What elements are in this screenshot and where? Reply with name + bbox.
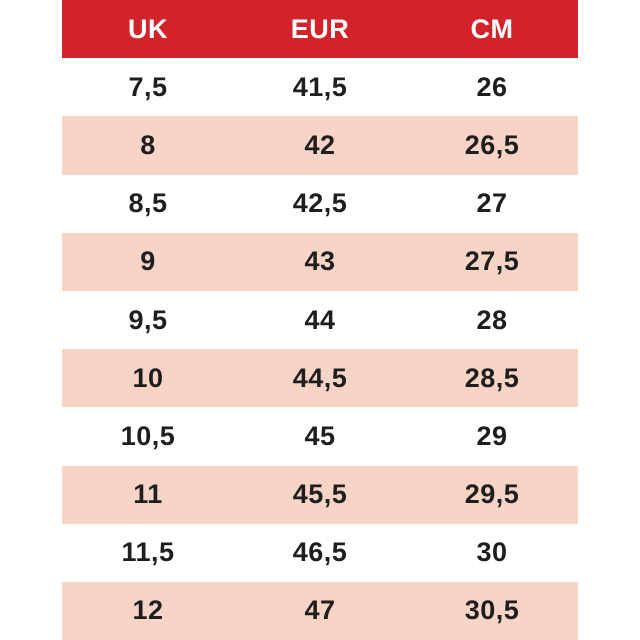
- cell-eur: 46,5: [292, 537, 348, 568]
- cell-eur: 47: [304, 595, 336, 626]
- cell-cm: 29,5: [464, 479, 520, 510]
- cell-eur: 42,5: [292, 188, 348, 219]
- cell-eur: 42: [304, 129, 336, 160]
- table-row: 9 43 27,5: [62, 232, 578, 291]
- cell-uk: 8: [140, 129, 156, 160]
- cell-uk: 9: [140, 246, 156, 277]
- cell-eur: 43: [304, 246, 336, 277]
- cell-uk: 10: [132, 362, 164, 393]
- header-cell-eur: EUR: [290, 13, 350, 44]
- cell-cm: 26,5: [464, 129, 520, 160]
- cell-uk: 10,5: [120, 420, 176, 451]
- header-cell-cm: CM: [470, 13, 514, 44]
- table-row: 12 47 30,5: [62, 581, 578, 640]
- table-row: 10 44,5 28,5: [62, 349, 578, 408]
- cell-eur: 45: [304, 420, 336, 451]
- cell-cm: 28,5: [464, 362, 520, 393]
- cell-cm: 28: [476, 304, 508, 335]
- cell-cm: 27,5: [464, 246, 520, 277]
- table-row: 8,5 42,5 27: [62, 175, 578, 233]
- cell-uk: 9,5: [128, 304, 168, 335]
- cell-cm: 29: [476, 420, 508, 451]
- cell-uk: 7,5: [128, 71, 168, 102]
- size-conversion-table: UK EUR CM 7,5 41,5 26 8 42 26,5 8,5 42,5…: [62, 0, 578, 640]
- cell-eur: 44: [304, 304, 336, 335]
- table-row: 8 42 26,5: [62, 116, 578, 175]
- cell-eur: 44,5: [292, 362, 348, 393]
- table-row: 11 45,5 29,5: [62, 465, 578, 524]
- table-row: 11,5 46,5 30: [62, 524, 578, 582]
- cell-eur: 41,5: [292, 71, 348, 102]
- cell-uk: 8,5: [128, 188, 168, 219]
- cell-uk: 12: [132, 595, 164, 626]
- cell-cm: 26: [476, 71, 508, 102]
- cell-uk: 11,5: [121, 537, 175, 568]
- table-row: 10,5 45 29: [62, 407, 578, 465]
- table-row: 9,5 44 28: [62, 291, 578, 349]
- cell-cm: 30: [476, 537, 508, 568]
- cell-uk: 11: [133, 479, 163, 510]
- header-cell-uk: UK: [128, 13, 168, 44]
- table-header-row: UK EUR CM: [62, 0, 578, 59]
- cell-cm: 30,5: [464, 595, 520, 626]
- table-row: 7,5 41,5 26: [62, 58, 578, 116]
- cell-cm: 27: [476, 188, 508, 219]
- cell-eur: 45,5: [292, 479, 348, 510]
